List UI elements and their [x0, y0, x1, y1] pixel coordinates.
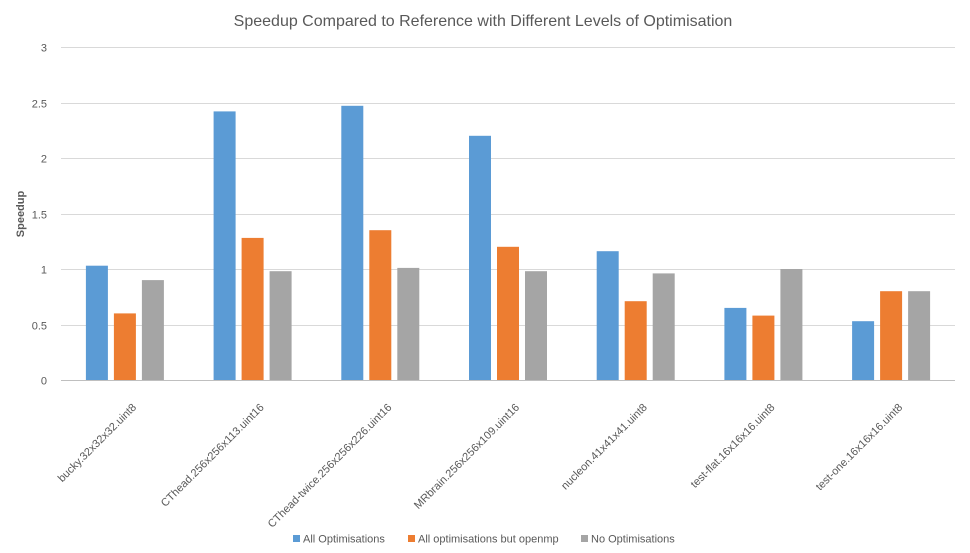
y-tick-label: 3 [41, 43, 47, 55]
bar [596, 251, 619, 380]
y-axis-ticks: 0 0.5 1 1.5 2 2.5 3 [32, 43, 47, 388]
legend-label: No Optimisations [591, 534, 675, 546]
x-tick-label: CThead-twice.256x256x226.uint16 [266, 402, 395, 531]
y-axis-label: Speedup [15, 190, 27, 237]
legend-label: All optimisations but openmp [418, 534, 559, 546]
x-tick-label: nucleon.41x41x41.uint8 [559, 402, 650, 493]
legend: All Optimisations All optimisations but o… [293, 534, 675, 546]
bar [269, 271, 292, 380]
x-tick-label: MRbrain.256x256x109.uint16 [412, 402, 522, 512]
bar [113, 313, 136, 380]
y-tick-label: 2.5 [32, 99, 47, 111]
legend-label: All Optimisations [303, 534, 385, 546]
legend-swatch [293, 535, 300, 542]
legend-swatch [408, 535, 415, 542]
bar [141, 280, 164, 380]
bar [880, 291, 903, 380]
bar [469, 135, 491, 380]
legend-swatch [581, 535, 588, 542]
y-tick-label: 0 [41, 376, 47, 388]
bar [85, 265, 108, 380]
bar [213, 111, 236, 381]
chart-title: Speedup Compared to Reference with Diffe… [234, 13, 733, 30]
bar [752, 315, 775, 380]
bar [624, 301, 647, 380]
bar [369, 230, 392, 380]
bar [341, 105, 364, 381]
bar [724, 307, 747, 380]
bar [241, 237, 264, 380]
bar [397, 267, 420, 380]
x-tick-label: bucky.32x32x32.uint8 [56, 402, 139, 485]
y-tick-label: 1 [41, 265, 47, 277]
y-tick-label: 0.5 [32, 321, 47, 333]
bar [525, 271, 547, 380]
y-tick-label: 2 [41, 154, 47, 166]
x-tick-label: test-one.16x16x16.uint8 [814, 402, 906, 494]
bar [908, 291, 931, 380]
bar [852, 321, 875, 380]
y-tick-label: 1.5 [32, 210, 47, 222]
bar [780, 269, 803, 380]
bar [497, 246, 519, 380]
x-axis-ticks: bucky.32x32x32.uint8 CThead.256x256x113.u… [56, 402, 905, 531]
bar [652, 273, 675, 380]
x-tick-label: CThead.256x256x113.uint16 [159, 402, 267, 510]
x-tick-label: test-flat.16x16x16.uint8 [689, 402, 778, 491]
bars [85, 105, 931, 381]
